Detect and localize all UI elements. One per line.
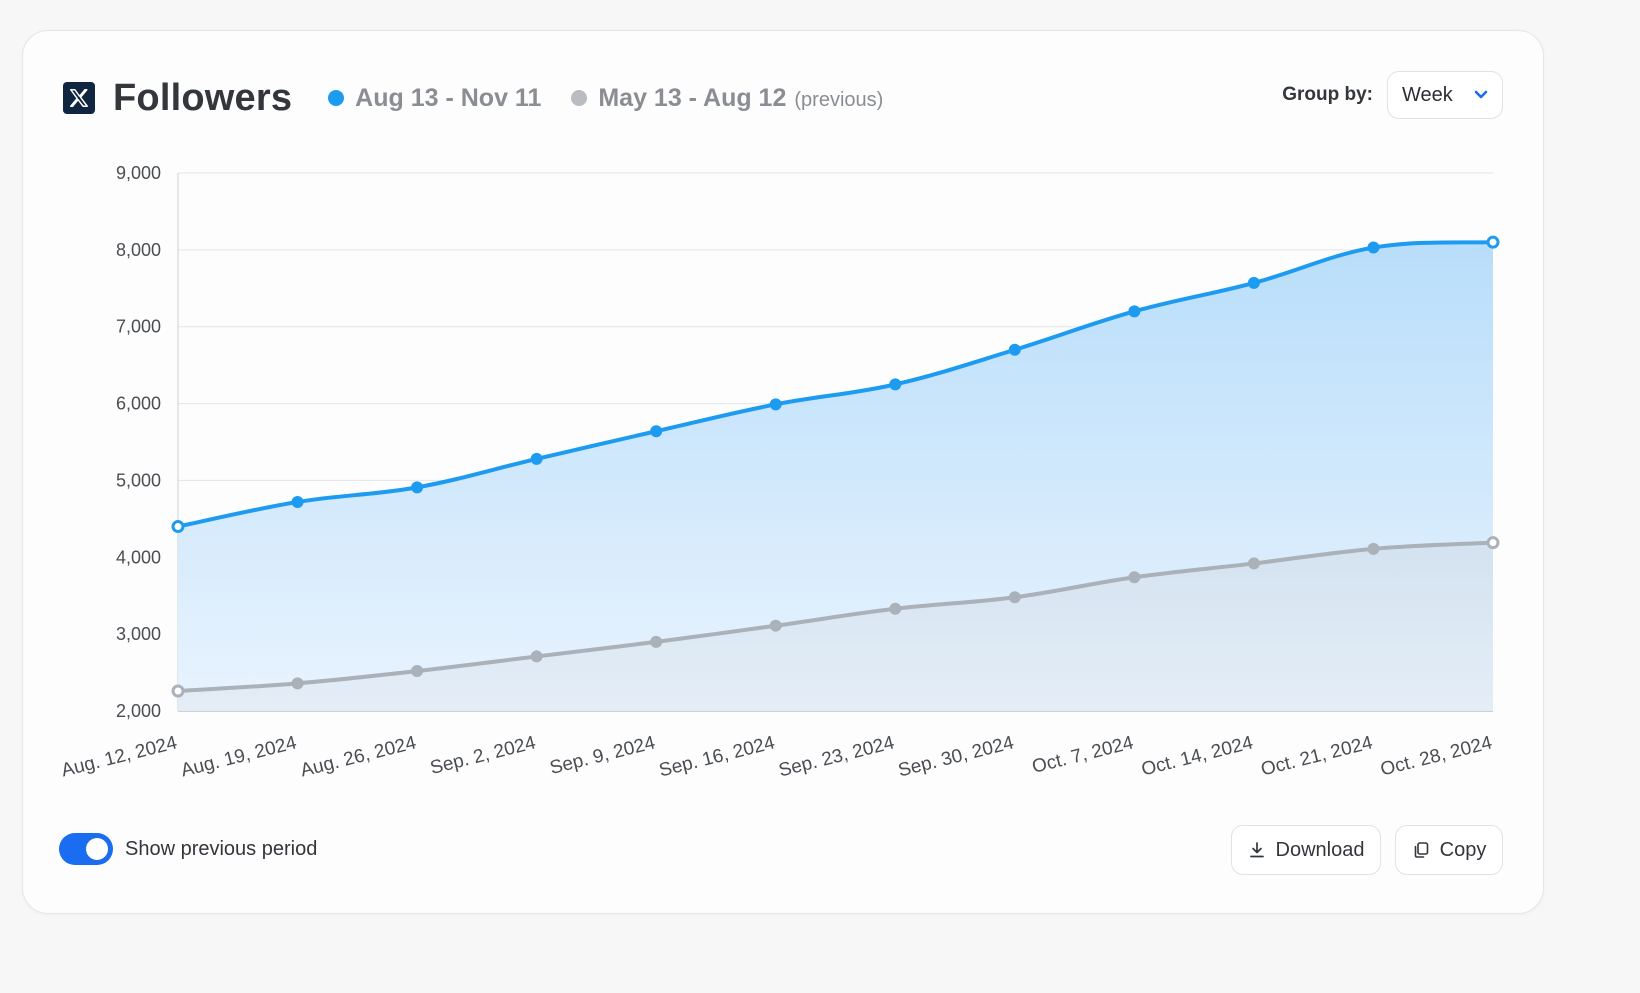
previous-period-point[interactable]	[1367, 542, 1380, 555]
x-tick-label: Oct. 21, 2024	[1259, 732, 1375, 780]
current-period-point[interactable]	[1247, 276, 1260, 289]
x-tick-label: Oct. 28, 2024	[1378, 732, 1494, 780]
x-tick-label: Aug. 19, 2024	[179, 732, 299, 781]
y-tick-label: 9,000	[116, 163, 161, 183]
y-tick-label: 8,000	[116, 240, 161, 260]
previous-period-point[interactable]	[889, 602, 902, 615]
legend-sublabel-previous: (previous)	[794, 88, 884, 111]
download-label: Download	[1275, 838, 1365, 861]
current-period-point[interactable]	[769, 398, 782, 411]
previous-period-point[interactable]	[1128, 571, 1141, 584]
current-period-point[interactable]	[1486, 235, 1500, 249]
y-tick-label: 7,000	[116, 317, 161, 337]
current-period-point[interactable]	[291, 495, 304, 508]
x-tick-label: Aug. 26, 2024	[298, 732, 418, 781]
current-period-point[interactable]	[889, 378, 902, 391]
previous-period-point[interactable]	[650, 635, 663, 648]
toggle-label: Show previous period	[125, 837, 318, 860]
current-period-point[interactable]	[1008, 343, 1021, 356]
toggle-knob	[86, 838, 108, 860]
current-period-line	[176, 240, 1495, 529]
previous-period-area	[178, 542, 1493, 711]
show-previous-toggle[interactable]	[59, 833, 113, 865]
chart-legend: Aug 13 - Nov 11 May 13 - Aug 12 (previou…	[328, 84, 913, 113]
previous-period-point[interactable]	[769, 619, 782, 632]
previous-period-point[interactable]	[291, 677, 304, 690]
legend-label-current: Aug 13 - Nov 11	[355, 83, 542, 112]
current-period-point[interactable]	[530, 452, 543, 465]
card-title: Followers	[113, 76, 293, 119]
group-by-label: Group by:	[1282, 84, 1373, 105]
copy-label: Copy	[1439, 838, 1487, 861]
copy-button[interactable]: Copy	[1395, 825, 1503, 875]
previous-period-point[interactable]	[1247, 557, 1260, 570]
download-button[interactable]: Download	[1231, 825, 1381, 875]
download-icon	[1249, 842, 1264, 858]
copy-icon	[1414, 842, 1428, 858]
group-by-control: Group by: Week	[1282, 71, 1503, 119]
y-tick-label: 3,000	[116, 624, 161, 644]
x-tick-label: Sep. 23, 2024	[777, 732, 897, 781]
previous-period-toggle-row: Show previous period	[59, 833, 317, 865]
x-tick-label: Aug. 12, 2024	[59, 732, 179, 781]
current-period-point[interactable]	[411, 481, 424, 494]
x-tick-label: Sep. 9, 2024	[548, 732, 658, 779]
x-tick-label: Sep. 30, 2024	[896, 732, 1016, 781]
legend-item-current: Aug 13 - Nov 11	[328, 84, 541, 113]
previous-period-point[interactable]	[530, 650, 543, 663]
y-tick-label: 4,000	[116, 547, 161, 567]
chevron-down-icon	[1474, 90, 1488, 99]
legend-item-previous: May 13 - Aug 12 (previous)	[571, 84, 883, 113]
legend-label-previous: May 13 - Aug 12	[598, 83, 787, 112]
current-period-point[interactable]	[650, 425, 663, 438]
current-period-point[interactable]	[1367, 241, 1380, 254]
previous-period-point[interactable]	[1486, 536, 1500, 550]
followers-chart: 2,000 3,000 4,000 5,000 6,000 7,000 8,000 9,000…	[59, 163, 1500, 781]
legend-dot-previous	[571, 90, 588, 106]
previous-period-point[interactable]	[171, 684, 185, 698]
x-tick-label: Oct. 14, 2024	[1139, 732, 1255, 780]
previous-period-point[interactable]	[1008, 591, 1021, 604]
group-by-select[interactable]: Week	[1387, 71, 1503, 119]
y-tick-label: 5,000	[116, 470, 161, 490]
y-tick-label: 6,000	[116, 394, 161, 414]
x-logo-icon	[63, 82, 95, 114]
legend-dot-current	[328, 90, 345, 106]
x-tick-label: Sep. 16, 2024	[657, 732, 777, 781]
card-header: Followers Aug 13 - Nov 11 May 13 - Aug 1…	[63, 71, 1503, 123]
x-tick-label: Sep. 2, 2024	[428, 732, 538, 779]
previous-period-point[interactable]	[411, 665, 424, 678]
y-tick-label: 2,000	[116, 701, 161, 721]
group-by-value: Week	[1402, 83, 1453, 106]
x-tick-label: Oct. 7, 2024	[1030, 732, 1136, 778]
previous-period-line	[176, 540, 1495, 694]
followers-card: Followers Aug 13 - Nov 11 May 13 - Aug 1…	[22, 30, 1544, 914]
current-period-point[interactable]	[1128, 305, 1141, 318]
current-period-point[interactable]	[171, 520, 185, 534]
